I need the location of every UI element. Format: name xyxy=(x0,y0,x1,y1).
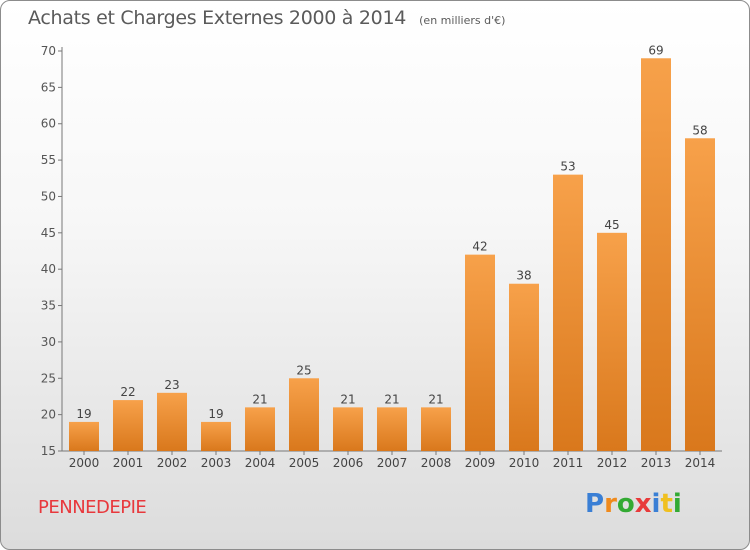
x-tick-label: 2011 xyxy=(553,456,584,470)
logo-letter: i xyxy=(651,489,661,519)
bar-2005 xyxy=(289,378,319,451)
bar-2014 xyxy=(685,138,715,452)
chart-bars: 19 22 23 19 21 25 21 21 21 42 38 53 45 69 58 xyxy=(69,43,715,452)
x-tick-label: 2007 xyxy=(377,456,408,470)
bar-value-label: 23 xyxy=(164,378,179,392)
bar-value-label: 21 xyxy=(384,392,399,406)
commune-name: PENNEDEPIE xyxy=(38,497,147,518)
bar-value-label: 21 xyxy=(428,392,443,406)
x-tick-label: 2002 xyxy=(157,456,188,470)
logo-letter: r xyxy=(604,489,617,519)
x-tick-label: 2012 xyxy=(597,456,628,470)
bar-2007 xyxy=(377,407,407,451)
bar-2006 xyxy=(333,407,363,451)
bar-value-label: 21 xyxy=(252,392,267,406)
y-tick-label: 15 xyxy=(41,444,56,458)
bar-value-label: 45 xyxy=(604,218,619,232)
logo-letter: x xyxy=(634,489,652,519)
x-tick-label: 2006 xyxy=(333,456,364,470)
bar-value-label: 69 xyxy=(648,43,663,57)
bar-2003 xyxy=(201,421,231,451)
y-tick-label: 35 xyxy=(41,299,56,313)
y-tick-label: 20 xyxy=(41,408,56,422)
x-tick-label: 2014 xyxy=(685,456,716,470)
chart-unit: (en milliers d'€) xyxy=(419,14,506,27)
bar-2004 xyxy=(245,407,275,451)
logo-letter: o xyxy=(616,489,635,519)
bar-2009 xyxy=(465,254,495,451)
x-tick-label: 2004 xyxy=(245,456,276,470)
y-tick-label: 70 xyxy=(41,44,56,58)
logo-letter: i xyxy=(672,489,682,519)
bar-value-label: 21 xyxy=(340,392,355,406)
y-tick-label: 40 xyxy=(41,262,56,276)
y-tick-label: 55 xyxy=(41,153,56,167)
x-tick-label: 2005 xyxy=(289,456,320,470)
x-tick-label: 2008 xyxy=(421,456,452,470)
bar-value-label: 22 xyxy=(120,385,135,399)
y-tick-label: 25 xyxy=(41,371,56,385)
x-tick-label: 2000 xyxy=(69,456,100,470)
x-tick-label: 2009 xyxy=(465,456,496,470)
bar-2011 xyxy=(553,174,583,452)
bar-value-label: 58 xyxy=(692,123,707,137)
logo-letter: P xyxy=(585,489,605,519)
y-tick-label: 60 xyxy=(41,117,56,131)
x-tick-label: 2001 xyxy=(113,456,144,470)
bar-2002 xyxy=(157,392,187,451)
bar-value-label: 42 xyxy=(472,240,487,254)
y-tick-label: 65 xyxy=(41,80,56,94)
proxiti-logo: Proxiti xyxy=(585,489,682,519)
bar-value-label: 19 xyxy=(208,407,223,421)
bar-2013 xyxy=(641,58,671,451)
bar-value-label: 53 xyxy=(560,160,575,174)
bar-value-label: 19 xyxy=(76,407,91,421)
logo-letter: t xyxy=(660,489,673,519)
chart-title-text: Achats et Charges Externes 2000 à 2014 xyxy=(28,7,407,29)
bar-2000 xyxy=(69,421,99,451)
bar-value-label: 25 xyxy=(296,363,311,377)
y-tick-label: 45 xyxy=(41,226,56,240)
bar-2012 xyxy=(597,232,627,451)
bar-2008 xyxy=(421,407,451,451)
x-tick-label: 2010 xyxy=(509,456,540,470)
bar-value-label: 38 xyxy=(516,269,531,283)
bar-2001 xyxy=(113,400,143,451)
y-tick-label: 30 xyxy=(41,335,56,349)
bar-2010 xyxy=(509,283,539,451)
y-tick-label: 50 xyxy=(41,189,56,203)
x-tick-label: 2003 xyxy=(201,456,232,470)
chart-title: Achats et Charges Externes 2000 à 2014 (… xyxy=(28,7,505,29)
x-tick-label: 2013 xyxy=(641,456,672,470)
